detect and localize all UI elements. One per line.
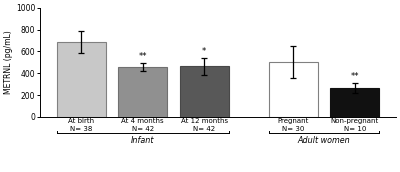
Text: **: ** (350, 72, 359, 81)
Text: *: * (202, 47, 206, 56)
Text: Adult women: Adult women (298, 136, 350, 144)
Bar (269, 62, 318, 117)
Bar (56, 42, 106, 117)
Text: **: ** (138, 52, 147, 61)
Y-axis label: METRNL (pg/mL): METRNL (pg/mL) (4, 30, 13, 94)
Bar (330, 88, 380, 117)
Bar (118, 67, 167, 117)
Text: Infant: Infant (131, 136, 154, 144)
Bar (180, 66, 229, 117)
